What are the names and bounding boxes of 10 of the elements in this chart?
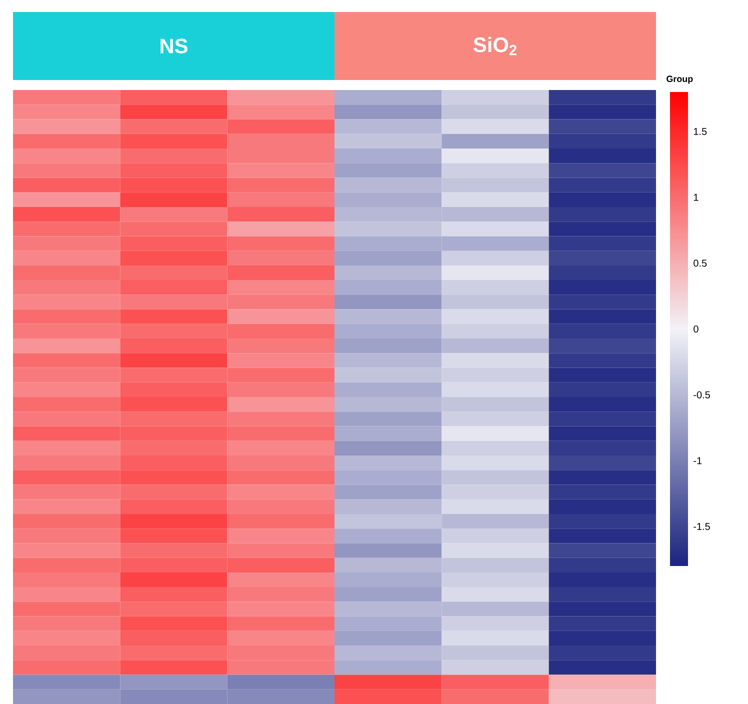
- color-bar-label: 0: [694, 325, 698, 333]
- color-bar-label: -0.5: [694, 391, 710, 398]
- color-bar-label: -1: [694, 457, 702, 464]
- text: NS: [160, 38, 188, 54]
- color-bar-title: Group: [666, 76, 693, 84]
- color-bar-label: 1: [694, 194, 698, 201]
- color-bar-label: 0.5: [694, 260, 707, 267]
- text: SiO$_{2}$: [474, 36, 517, 56]
- color-bar-label: 1.5: [694, 128, 707, 135]
- color-bar-label: -1.5: [694, 523, 710, 530]
